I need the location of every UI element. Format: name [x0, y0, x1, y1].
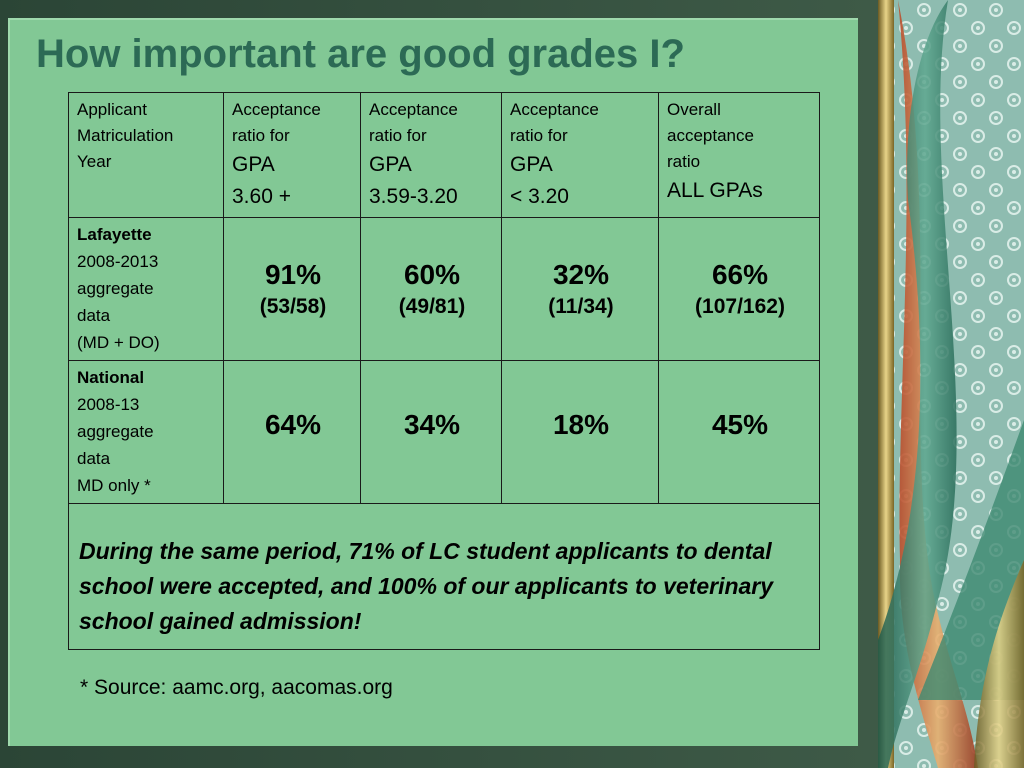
row-label-text: data	[77, 449, 111, 468]
value-cell: 32% (11/34)	[501, 217, 659, 361]
percent-value: 91%	[264, 259, 322, 290]
value-cell: 45%	[658, 360, 820, 504]
row-label-title: Lafayette	[77, 225, 152, 244]
row-label-text: aggregate	[77, 422, 154, 441]
row-label-title: National	[77, 368, 145, 387]
header-cell-gpa-mid: Acceptance ratio for GPA 3.59-3.20	[360, 92, 502, 218]
header-cell-year: Applicant Matriculation Year	[68, 92, 224, 218]
fraction-value: (11/34)	[548, 295, 614, 318]
header-text: ALL GPAs	[667, 179, 763, 202]
header-text: acceptance	[667, 126, 754, 145]
row-label-text: 2008-13	[77, 395, 140, 414]
header-text: GPA	[232, 153, 275, 176]
row-label-text: data	[77, 306, 111, 325]
percent-value: 34%	[403, 409, 461, 440]
decorative-side-art	[878, 0, 1024, 768]
header-cell-overall: Overall acceptance ratio ALL GPAs	[658, 92, 820, 218]
header-text: ratio for	[232, 126, 290, 145]
header-text: GPA	[369, 153, 412, 176]
row-label-text: MD only *	[77, 476, 151, 495]
header-text: Matriculation	[77, 126, 174, 145]
note-text: During the same period, 71% of LC studen…	[68, 503, 820, 650]
decorative-pattern-icon	[878, 0, 1024, 768]
header-text: Acceptance	[510, 100, 599, 119]
header-text: 3.60 +	[232, 185, 291, 208]
header-text: Acceptance	[369, 100, 458, 119]
header-text: Acceptance	[232, 100, 321, 119]
percent-value: 66%	[711, 259, 769, 290]
percent-value: 45%	[711, 409, 769, 440]
header-text: Overall	[667, 100, 721, 119]
value-cell: 91% (53/58)	[223, 217, 361, 361]
header-text: ratio	[667, 152, 701, 171]
source-footnote: * Source: aamc.org, aacomas.org	[80, 676, 393, 699]
header-text: Year	[77, 152, 112, 171]
header-text: < 3.20	[510, 185, 569, 208]
header-text: 3.59-3.20	[369, 185, 458, 208]
percent-value: 60%	[403, 259, 461, 290]
percent-value: 32%	[552, 259, 610, 290]
percent-value: 18%	[552, 409, 610, 440]
row-label-text: (MD + DO)	[77, 333, 160, 352]
value-cell: 64%	[223, 360, 361, 504]
fraction-value: (53/58)	[259, 295, 327, 318]
row-label-text: 2008-2013	[77, 252, 159, 271]
header-text: ratio for	[510, 126, 568, 145]
table-row-lafayette: Lafayette 2008-2013 aggregate data (MD +…	[68, 217, 820, 361]
value-cell: 34%	[360, 360, 502, 504]
value-cell: 18%	[501, 360, 659, 504]
table-row-national: National 2008-13 aggregate data MD only …	[68, 360, 820, 504]
percent-value: 64%	[264, 409, 322, 440]
row-label-text: aggregate	[77, 279, 154, 298]
fraction-value: (107/162)	[695, 295, 785, 318]
page-title: How important are good grades I?	[36, 32, 685, 76]
value-cell: 60% (49/81)	[360, 217, 502, 361]
header-text: Applicant	[77, 100, 147, 119]
row-label-cell: Lafayette 2008-2013 aggregate data (MD +…	[68, 217, 224, 361]
row-label-cell: National 2008-13 aggregate data MD only …	[68, 360, 224, 504]
table-header-row: Applicant Matriculation Year Acceptance …	[68, 92, 820, 218]
value-cell: 66% (107/162)	[658, 217, 820, 361]
header-text: GPA	[510, 153, 553, 176]
table-note-row: During the same period, 71% of LC studen…	[68, 503, 820, 650]
header-cell-gpa-low: Acceptance ratio for GPA < 3.20	[501, 92, 659, 218]
header-cell-gpa-high: Acceptance ratio for GPA 3.60 +	[223, 92, 361, 218]
header-text: ratio for	[369, 126, 427, 145]
grades-table: Applicant Matriculation Year Acceptance …	[68, 92, 820, 650]
fraction-value: (49/81)	[398, 295, 466, 318]
